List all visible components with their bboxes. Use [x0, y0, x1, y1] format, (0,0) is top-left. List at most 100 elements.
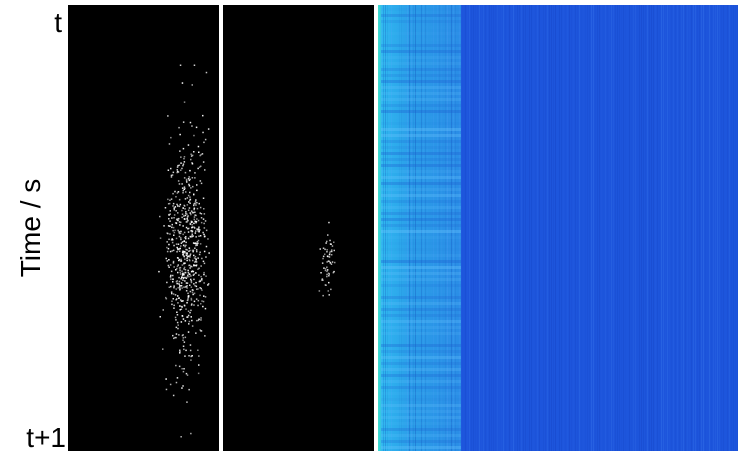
spike: [199, 212, 201, 214]
spike: [181, 387, 183, 389]
spike: [185, 290, 188, 292]
spike: [189, 202, 191, 204]
spike: [178, 259, 180, 262]
band: [381, 236, 461, 239]
stripe: [401, 5, 402, 451]
stripe: [527, 5, 528, 451]
spike: [168, 214, 170, 216]
spike: [183, 266, 186, 269]
spike: [169, 383, 172, 386]
spike: [201, 300, 203, 302]
stripe: [529, 5, 530, 451]
spike: [186, 285, 188, 287]
band: [381, 350, 461, 353]
stripe: [449, 5, 450, 451]
spike: [181, 264, 184, 266]
spike: [177, 248, 179, 250]
spike: [170, 274, 172, 277]
spike: [188, 247, 191, 249]
spike: [189, 249, 191, 252]
spike: [178, 297, 180, 299]
stripe: [431, 5, 432, 451]
spike: [188, 355, 190, 357]
raster-dots: [158, 64, 210, 438]
spike: [193, 292, 196, 295]
band: [381, 440, 461, 443]
spike: [330, 254, 333, 256]
spike: [195, 258, 197, 260]
spike: [202, 161, 205, 163]
spike: [191, 125, 193, 127]
stripe: [635, 5, 636, 451]
stripe: [599, 5, 600, 451]
spike: [198, 280, 200, 283]
stripe: [413, 5, 414, 451]
spike: [187, 237, 190, 240]
spike: [191, 291, 194, 294]
band: [381, 92, 461, 95]
spike: [178, 286, 181, 289]
spike: [184, 280, 186, 282]
spike: [328, 260, 331, 263]
band: [381, 200, 461, 203]
stripe: [515, 5, 516, 451]
band: [381, 278, 461, 281]
spike: [199, 154, 201, 157]
spike: [203, 273, 205, 276]
spike: [172, 205, 174, 207]
spike: [193, 304, 195, 306]
spike: [172, 229, 174, 232]
stripe: [727, 5, 728, 451]
spike: [168, 259, 170, 261]
spike: [199, 279, 201, 282]
spike: [186, 257, 188, 259]
band: [381, 290, 461, 293]
stripe: [723, 5, 724, 451]
spike: [321, 262, 324, 264]
spike: [193, 151, 195, 153]
spike: [171, 292, 173, 295]
spike: [187, 215, 189, 217]
band: [381, 56, 461, 59]
spike: [190, 299, 193, 301]
stripe: [601, 5, 602, 451]
stripe: [697, 5, 698, 451]
stripe: [595, 5, 596, 451]
spike: [173, 214, 176, 216]
stripe: [407, 5, 408, 451]
band: [381, 374, 461, 377]
spike: [173, 209, 175, 211]
spike: [169, 233, 171, 235]
spike: [190, 265, 192, 267]
spike: [198, 274, 200, 276]
spike: [172, 192, 174, 195]
band: [381, 272, 461, 275]
stripe: [545, 5, 546, 451]
spike: [179, 133, 181, 136]
band: [381, 260, 461, 263]
spike: [190, 316, 192, 318]
spike: [190, 270, 193, 273]
stripe: [549, 5, 550, 451]
stripe: [703, 5, 704, 451]
spike: [182, 300, 184, 302]
spike: [181, 287, 183, 289]
band: [381, 152, 461, 155]
spike: [183, 341, 186, 343]
spike: [329, 239, 331, 242]
band: [381, 134, 461, 137]
spike: [202, 305, 204, 308]
spike: [181, 167, 183, 170]
raster-panel: [223, 5, 374, 451]
spike: [177, 324, 179, 326]
spike: [186, 287, 188, 289]
spike: [178, 250, 181, 252]
spike: [190, 309, 192, 312]
stripe: [569, 5, 570, 451]
band: [381, 50, 461, 53]
stripe: [587, 5, 588, 451]
spike: [174, 294, 177, 296]
spike: [172, 278, 174, 280]
spike: [176, 251, 178, 253]
spike: [326, 273, 328, 276]
